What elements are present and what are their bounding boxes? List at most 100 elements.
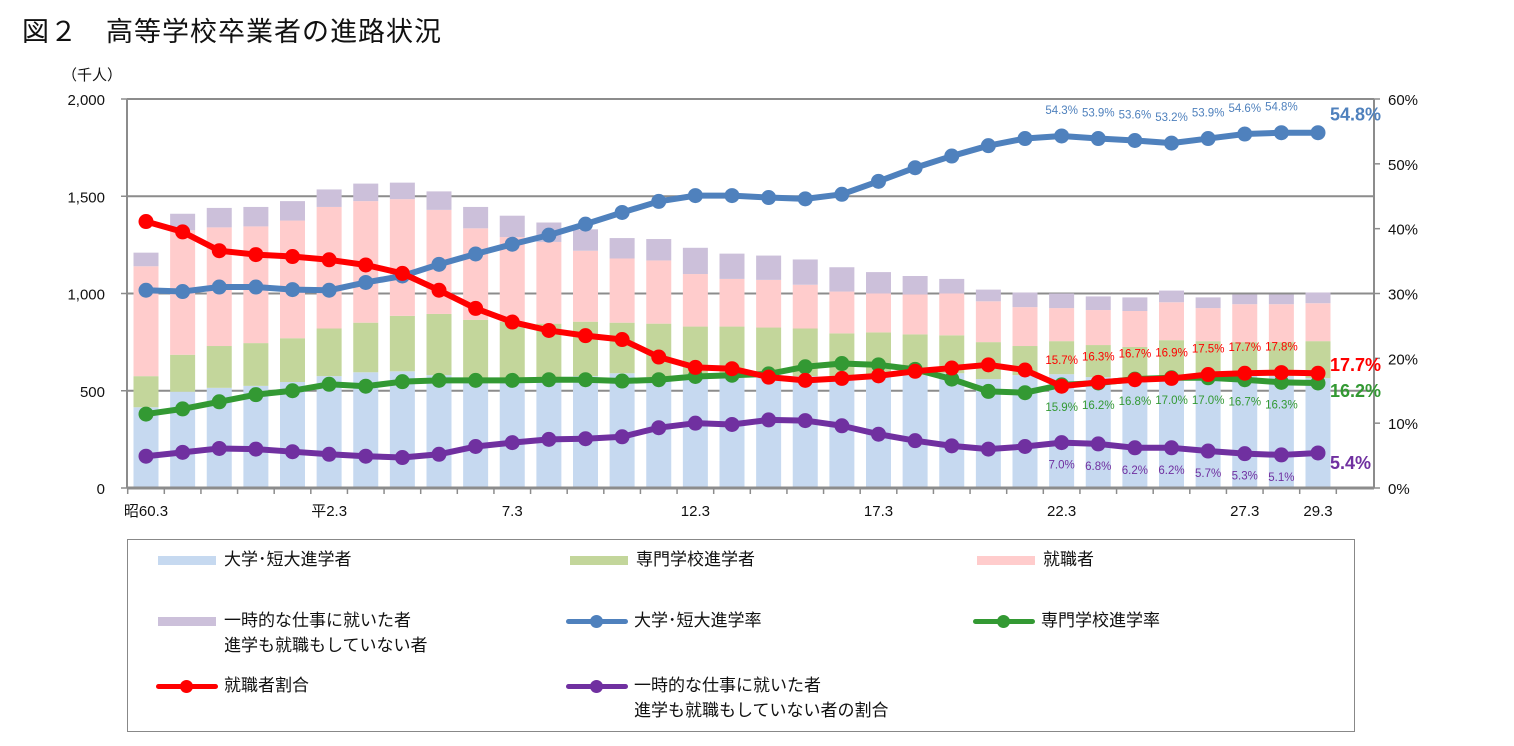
- bar-segment: [463, 206, 489, 229]
- series-point: [724, 188, 740, 204]
- bar-segment: [389, 371, 415, 488]
- series-point: [944, 148, 960, 164]
- legend-item-employed: 就職者: [977, 548, 1094, 573]
- series-point: [687, 415, 703, 431]
- legend-item-vocational-rate: 専門学校進学率: [973, 609, 1160, 634]
- bar-segment: [682, 274, 708, 327]
- series-point: [394, 374, 410, 390]
- bar-segment: [170, 354, 196, 392]
- series-point: [980, 357, 996, 373]
- data-label: 6.2%: [1158, 465, 1184, 477]
- series-point: [687, 188, 703, 204]
- series-point: [761, 412, 777, 428]
- bar-segment: [1085, 345, 1111, 378]
- bar-segment: [133, 376, 159, 408]
- series-point: [175, 224, 191, 240]
- series-point: [1200, 131, 1216, 147]
- series-point: [614, 373, 630, 389]
- series-point: [1237, 446, 1253, 462]
- series-point: [431, 446, 447, 462]
- data-label: 54.6%: [1228, 103, 1261, 115]
- bar-segment: [609, 258, 635, 323]
- bar-segment: [792, 284, 818, 329]
- legend-item-employment-ratio: 就職者割合: [156, 674, 309, 699]
- bar-segment: [206, 207, 232, 228]
- series-point: [1164, 135, 1179, 151]
- data-label: 53.6%: [1119, 109, 1152, 121]
- series-point: [175, 444, 191, 460]
- bar-segment: [682, 374, 708, 488]
- x-tick-label: 17.3: [864, 503, 893, 520]
- series-point: [1090, 131, 1106, 147]
- data-label: 17.0%: [1192, 395, 1225, 407]
- series-point: [321, 446, 337, 462]
- bar-segment: [1085, 377, 1111, 488]
- bar-segment: [133, 252, 159, 267]
- bar-segment: [1159, 290, 1184, 303]
- bar-layer: [133, 182, 1331, 488]
- data-label: 53.9%: [1082, 108, 1115, 120]
- bar-segment: [792, 376, 818, 488]
- data-label: 6.2%: [1122, 465, 1148, 477]
- bar-segment: [573, 229, 598, 251]
- x-tick-label: 22.3: [1047, 503, 1076, 520]
- series-point: [1054, 128, 1070, 144]
- bar-segment: [463, 319, 489, 379]
- series-point: [1017, 439, 1033, 455]
- series-point: [541, 372, 557, 388]
- series-point: [907, 160, 923, 176]
- series-point: [761, 369, 777, 385]
- data-label: 16.8%: [1119, 396, 1152, 408]
- legend-label: 一時的な仕事に就いた者 進学も就職もしていない者の割合: [634, 676, 889, 721]
- series-point: [468, 300, 484, 316]
- bar-segment: [829, 267, 855, 292]
- bar-segment: [902, 375, 928, 488]
- series-point: [980, 441, 996, 457]
- data-label: 53.9%: [1192, 108, 1225, 120]
- bar-segment: [1232, 375, 1258, 488]
- x-tick-label: 12.3: [681, 503, 710, 520]
- bar-segment: [280, 220, 305, 339]
- series-point: [138, 406, 154, 422]
- legend-swatch: [158, 556, 216, 565]
- series-point: [797, 359, 813, 375]
- series-point: [980, 138, 996, 154]
- series-point: [687, 359, 703, 375]
- bar-segment: [1122, 311, 1148, 347]
- bar-segment: [353, 322, 379, 373]
- bar-segment: [1159, 376, 1184, 488]
- series-point: [1237, 126, 1253, 142]
- series-point: [834, 418, 850, 434]
- bar-segment: [426, 191, 452, 210]
- series-point: [1310, 445, 1326, 461]
- bar-segment: [426, 375, 452, 488]
- data-label: 5.3%: [1232, 471, 1258, 483]
- legend-swatch: [977, 556, 1035, 565]
- legend-swatch: [570, 556, 628, 565]
- legend-label: 専門学校進学率: [1041, 611, 1160, 631]
- bar-segment: [243, 343, 269, 386]
- bar-segment: [829, 291, 855, 334]
- bar-segment: [243, 206, 269, 227]
- bar-segment: [1122, 297, 1148, 312]
- data-label: 16.7%: [1228, 397, 1261, 409]
- data-label: 7.0%: [1049, 460, 1075, 472]
- x-tick-label: 7.3: [502, 503, 523, 520]
- legend-label: 就職者: [1043, 550, 1094, 570]
- series-point: [651, 349, 667, 365]
- y-tick-label: 1,000: [67, 287, 105, 304]
- bar-segment: [1012, 307, 1038, 347]
- bar-segment: [280, 201, 305, 221]
- series-point: [285, 444, 300, 460]
- series-point: [1237, 365, 1253, 381]
- data-label-layer: 54.3% 53.9% 53.6% 53.2% 53.9% 54.6% 54.8%15.9%…: [1045, 102, 1381, 484]
- series-point: [394, 265, 410, 281]
- bar-segment: [499, 321, 525, 379]
- bar-segment: [756, 327, 782, 373]
- bar-segment: [316, 328, 342, 377]
- series-point: [431, 372, 447, 388]
- series-point: [1273, 447, 1289, 463]
- series-point: [907, 433, 923, 449]
- bar-segment: [756, 279, 782, 328]
- bar-segment: [939, 278, 965, 294]
